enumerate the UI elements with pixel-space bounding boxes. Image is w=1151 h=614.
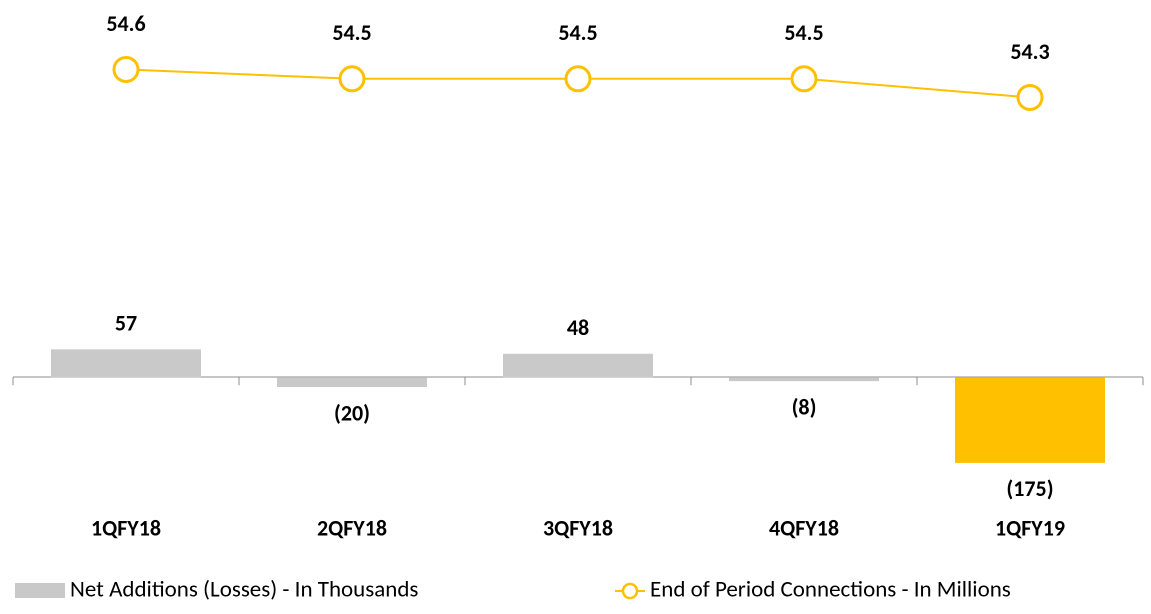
data-label: 48 [567,314,589,341]
bar [729,377,879,382]
data-label: (20) [334,399,370,426]
bar [51,349,201,378]
line-marker [1016,83,1044,111]
bar [503,353,653,378]
data-label: 57 [115,310,137,337]
data-label: (175) [1006,475,1053,502]
data-label: 54.5 [558,19,597,46]
bar [955,377,1105,463]
x-tick-label: 1QFY19 [995,514,1065,541]
legend-swatch-bars [15,583,65,598]
bar [277,377,427,388]
data-label: 54.5 [332,19,371,46]
legend-swatch-marker [621,582,639,600]
line-marker [790,65,818,93]
x-tick-label: 1QFY18 [91,514,161,541]
data-label: 54.6 [106,10,145,37]
x-tick-label: 2QFY18 [317,514,387,541]
line-marker [112,55,140,83]
line-marker [564,65,592,93]
line-marker [338,65,366,93]
legend-label: Net Additions (Losses) - In Thousands [70,575,418,603]
data-label: 54.5 [784,19,823,46]
data-label: 54.3 [1010,38,1049,65]
data-label: (8) [792,393,817,420]
x-tick-label: 3QFY18 [543,514,613,541]
x-tick-label: 4QFY18 [769,514,839,541]
legend-label: End of Period Connections - In Millions [650,575,1011,603]
